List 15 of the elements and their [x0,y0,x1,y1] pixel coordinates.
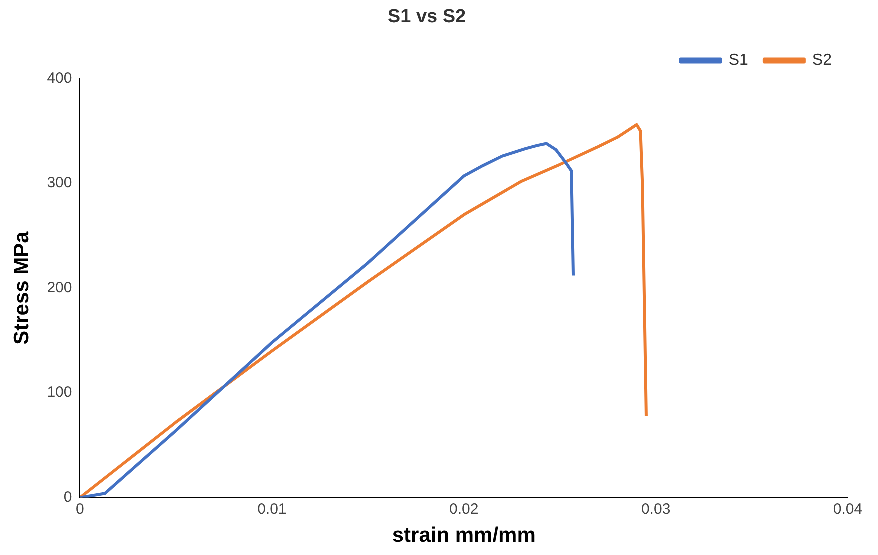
legend-label: S1 [728,52,749,70]
y-axis-title: Stress MPa [10,231,34,345]
y-tick-label: 400 [47,70,72,87]
x-tick-label: 0.02 [450,500,479,518]
x-tick-label: 0.04 [833,500,863,518]
x-tick-label: 0.01 [258,500,287,518]
x-axis-title: strain mm/mm [392,524,536,548]
x-tick-label: 0.03 [641,500,671,518]
x-tick-label: 0 [76,500,84,518]
y-tick-label: 200 [47,279,72,296]
y-tick-label: 100 [47,384,72,402]
y-tick-label: 300 [47,174,72,192]
chart-title: S1 vs S2 [388,6,466,28]
y-tick-label: 0 [64,488,72,506]
legend-label: S2 [812,52,832,70]
